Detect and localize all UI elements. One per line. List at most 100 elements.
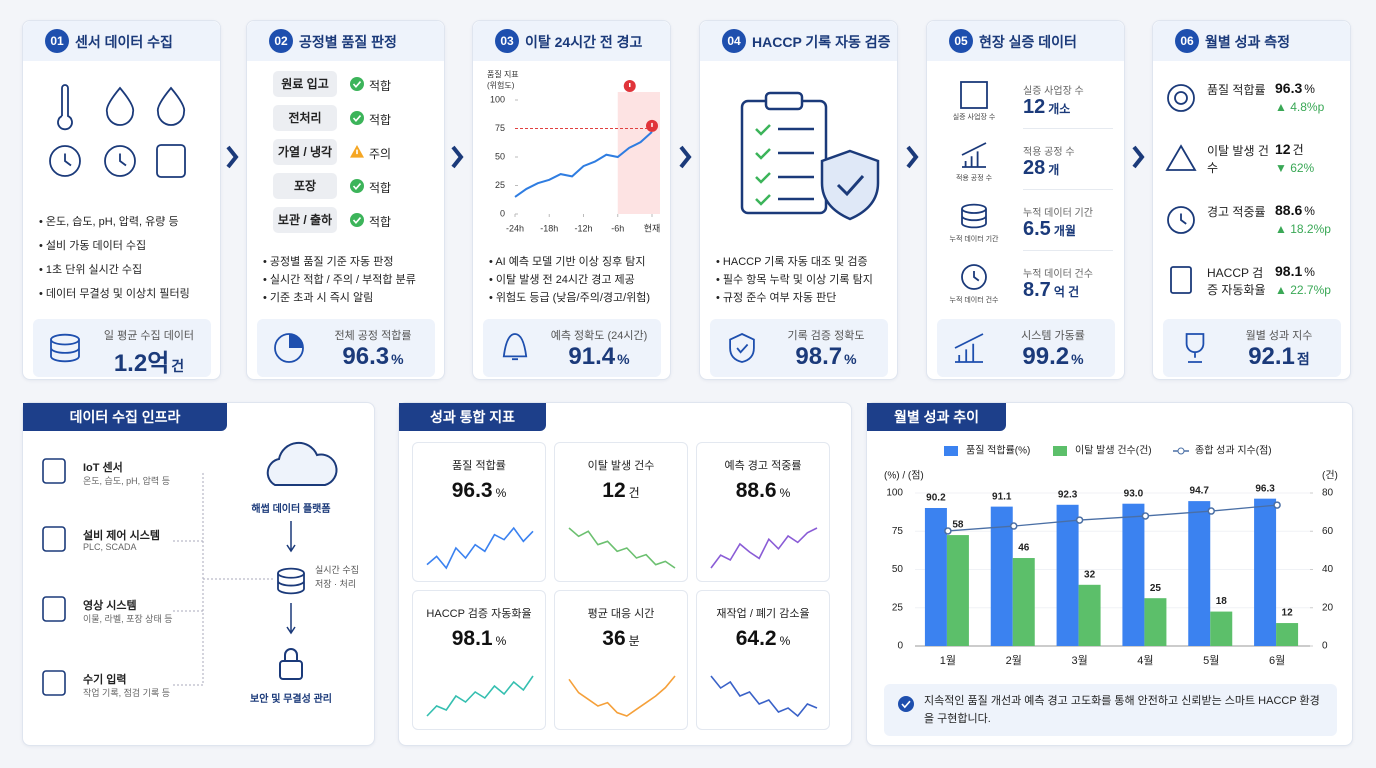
source-desc: 작업 기록, 점검 기록 등 <box>83 688 171 698</box>
stage-status: 주의 <box>369 147 392 161</box>
bullet: • 1초 단위 실시간 수집 <box>39 264 143 276</box>
flow-arrows <box>226 145 1145 169</box>
source-name: IoT 센서 <box>83 462 123 474</box>
item-number: 6.5 <box>1023 218 1051 240</box>
y2-tick-label: 20 <box>1322 602 1334 613</box>
stat-label: 기록 검증 정확도 <box>787 330 865 342</box>
sparkline-line <box>710 675 818 718</box>
icon-label: 실증 사업장 수 <box>952 114 996 121</box>
stat-unit: % <box>844 351 857 367</box>
stat-value: 91.4% <box>543 343 655 371</box>
line-point <box>1273 501 1281 509</box>
item-label: 적용 공정 수 <box>1023 147 1075 158</box>
step-number: 04 <box>722 29 746 53</box>
stage-label: 전처리 <box>273 105 337 131</box>
icon <box>764 91 804 111</box>
icon <box>729 333 755 363</box>
icon <box>736 343 749 354</box>
kpi-tile: 재작업 / 폐기 감소율 64.2% <box>696 590 830 730</box>
bullet-text: 공정별 품질 기준 자동 판정 <box>269 256 394 268</box>
y-tick-label: 50 <box>495 151 505 161</box>
stat-label: 예측 정확도 (24시간) <box>550 330 648 342</box>
sparkline <box>568 675 676 717</box>
bullet: • 실시간 적합 / 주의 / 부적합 분류 <box>263 274 416 286</box>
item-change: ▲ 4.8%p <box>1275 100 1325 114</box>
bullet-text: HACCP 기록 자동 대조 및 검증 <box>722 256 868 268</box>
kpi-tile: 평균 대응 시간 36 분 <box>554 590 688 730</box>
line-point <box>1010 522 1018 530</box>
y-tick-label: 25 <box>495 180 505 190</box>
icon <box>961 142 987 168</box>
item-value: 28 개 <box>1023 157 1059 180</box>
clipboard-icon <box>740 91 880 221</box>
icon <box>1185 333 1205 363</box>
value-label: 93.0 <box>1124 488 1144 499</box>
arrow <box>1132 145 1145 169</box>
kpi-value: 36 분 <box>555 627 687 651</box>
icon <box>352 115 362 123</box>
value-label: 91.1 <box>992 491 1012 502</box>
icon <box>50 339 80 363</box>
item-value: 98.1% <box>1275 263 1315 281</box>
bar <box>1012 558 1035 646</box>
icon <box>1180 213 1187 225</box>
stat-label: 전체 공정 적합률 <box>334 330 412 342</box>
kpi-unit: % <box>779 634 791 648</box>
y2-tick-label: 40 <box>1322 564 1334 575</box>
kpi-unit: % <box>495 486 507 500</box>
icon <box>961 208 987 229</box>
bullet: • 설비 가동 데이터 수집 <box>39 240 147 252</box>
bar <box>1254 498 1277 646</box>
icon <box>350 111 364 125</box>
stat-number: 1.2억 <box>113 350 170 377</box>
item-value: 12 건 <box>1275 141 1304 159</box>
kpi-value: 98.1% <box>413 627 545 651</box>
icon <box>49 145 81 177</box>
x-tick-label: -12h <box>574 223 592 233</box>
stat-unit: % <box>617 351 630 367</box>
icon <box>104 145 136 177</box>
arrow <box>906 145 919 169</box>
x-tick-label: 현재 <box>644 223 661 233</box>
stat-value: 96.3% <box>317 343 429 371</box>
stage-status: 적합 <box>369 79 392 93</box>
item-unit: % <box>1304 265 1315 279</box>
line-point <box>1141 512 1150 520</box>
item-icons <box>960 81 988 290</box>
y-axis-label: (위험도) <box>487 81 515 90</box>
item-value: 88.6% <box>1275 202 1315 220</box>
index-line <box>947 504 1278 532</box>
line-point <box>1075 516 1084 524</box>
stage-status: 적합 <box>369 215 392 229</box>
flow-arrow <box>286 521 296 635</box>
bar <box>1188 501 1211 646</box>
source-name: 수기 입력 <box>83 674 127 686</box>
storage-label: 실시간 수집 <box>315 565 359 575</box>
bullet: • 온도, 습도, pH, 압력, 유량 등 <box>39 216 179 228</box>
x-tick-label: -18h <box>540 223 558 233</box>
kpi-label: 평균 대응 시간 <box>587 608 655 620</box>
value-label: 18 <box>1216 596 1228 607</box>
infra-diagram <box>42 441 338 696</box>
value-label: 96.3 <box>1255 483 1275 494</box>
item-change: ▼ 62% <box>1275 161 1315 175</box>
item-label: 경고 적중률 <box>1207 205 1266 219</box>
kpi-unit: 분 <box>628 634 640 648</box>
icon <box>57 84 73 131</box>
stat-icon <box>1185 333 1205 363</box>
item-value: 6.5 개월 <box>1023 218 1076 241</box>
icon <box>901 700 911 709</box>
value-label: 32 <box>1084 569 1096 580</box>
y-tick-label: 0 <box>897 641 903 652</box>
icon-label: 적용 공정 수 <box>955 175 993 182</box>
item-number: 28 <box>1023 157 1046 179</box>
icon-label: 누적 데이터 건수 <box>949 297 999 304</box>
step-number: 05 <box>949 29 973 53</box>
x-tick-label: 2월 <box>1006 654 1022 667</box>
bullet: • HACCP 기록 자동 대조 및 검증 <box>716 256 868 268</box>
bar <box>1210 611 1233 646</box>
step-header: 05 현장 실증 데이터 <box>927 21 1124 61</box>
